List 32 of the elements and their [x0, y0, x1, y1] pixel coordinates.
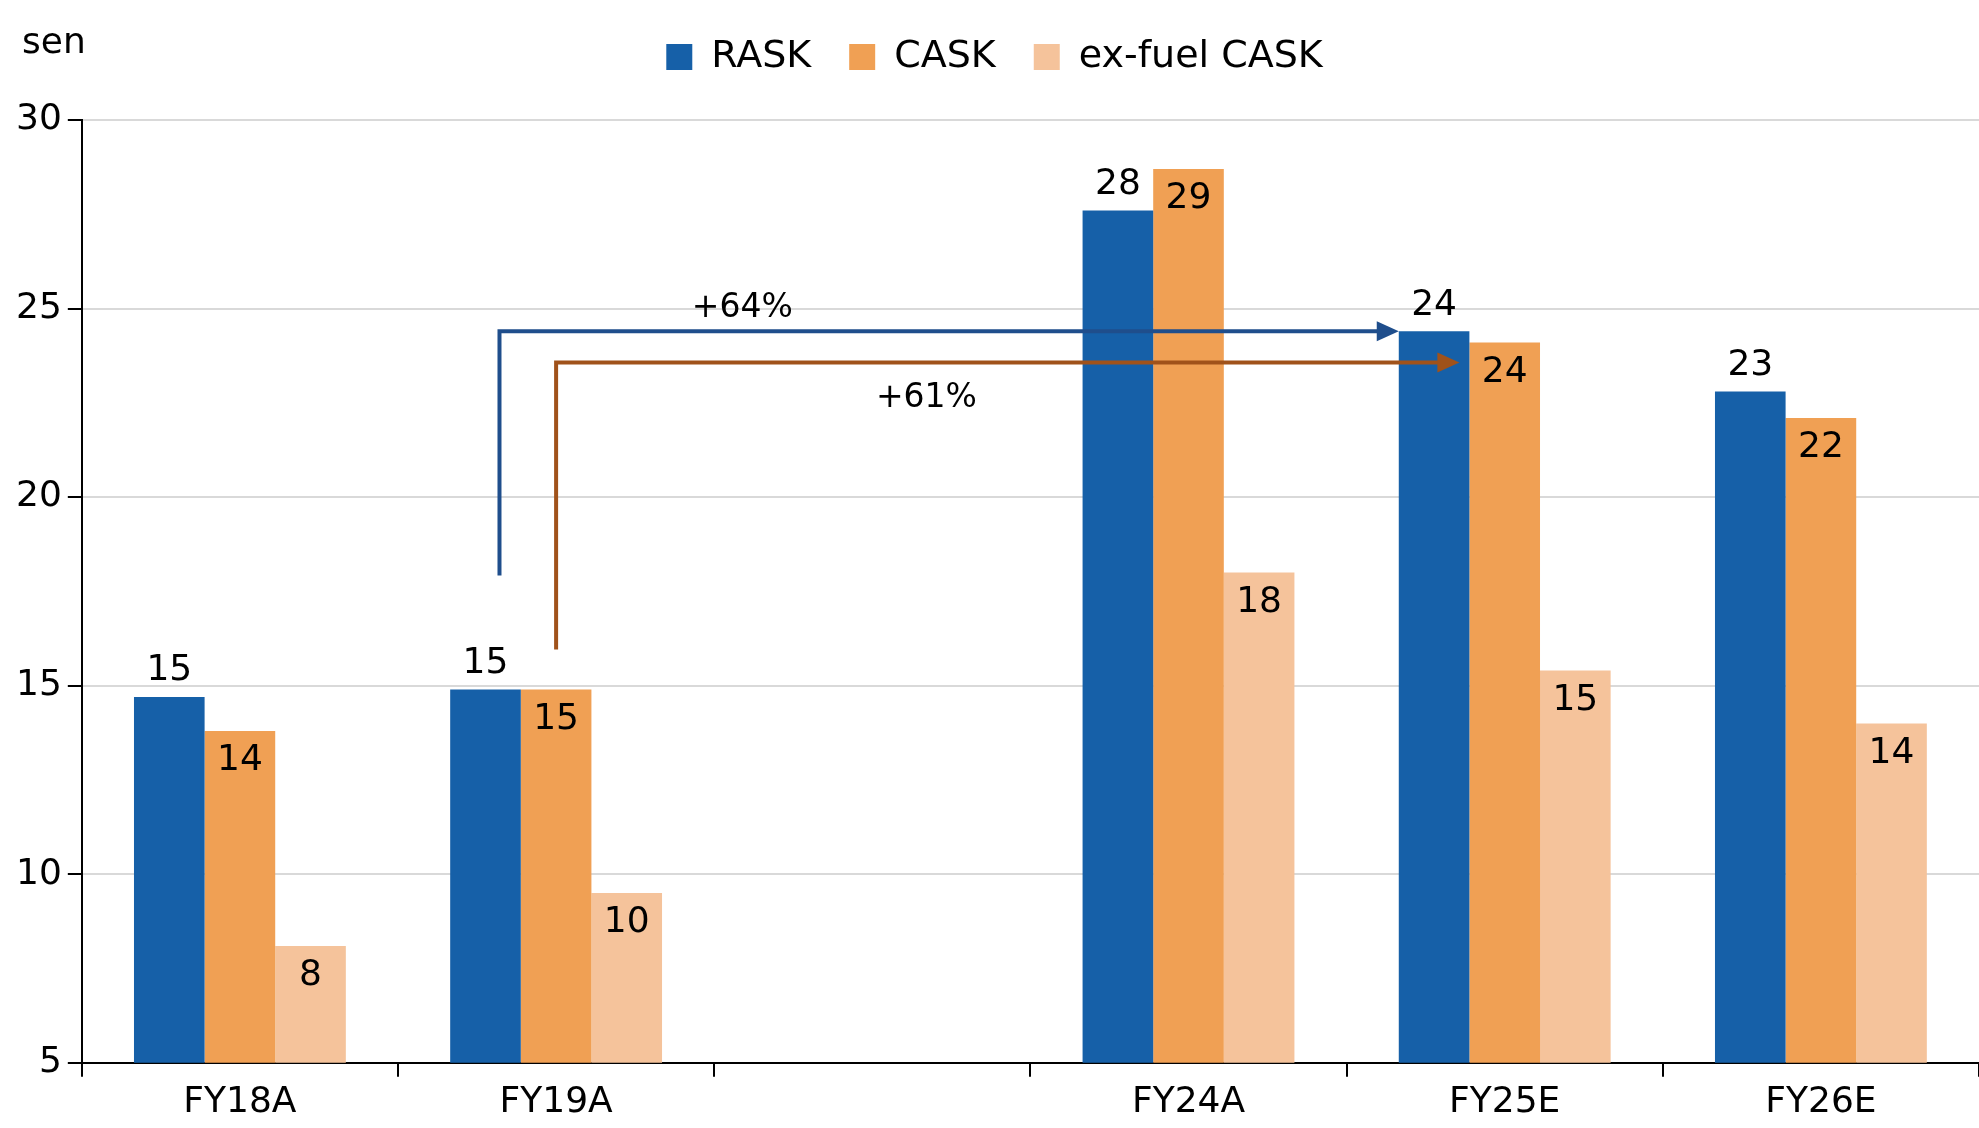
x-tick-label: FY18A	[183, 1078, 297, 1120]
data-label: 14	[217, 737, 263, 779]
data-label: 29	[1165, 175, 1212, 217]
annotation: +61%	[875, 375, 977, 415]
data-label: 8	[299, 952, 322, 994]
annotation: +64%	[691, 286, 793, 326]
data-label: 15	[146, 647, 193, 689]
y-tick-label: 20	[16, 473, 62, 515]
data-label: 22	[1797, 424, 1844, 466]
data-label: 28	[1094, 160, 1141, 202]
data-label: 23	[1727, 341, 1774, 383]
x-tick-label: FY26E	[1765, 1078, 1877, 1120]
y-tick-label: 10	[16, 850, 62, 892]
data-label: 15	[462, 639, 509, 681]
data-label: 10	[603, 899, 650, 941]
data-label: 24	[1481, 348, 1528, 390]
data-label: 15	[1552, 676, 1599, 718]
y-tick-label: 15	[16, 662, 62, 704]
data-label: 18	[1236, 578, 1283, 620]
x-tick-label: FY25E	[1449, 1078, 1561, 1120]
y-axis-title: sen	[22, 20, 86, 62]
legend-label: ex-fuel CASK	[1078, 31, 1324, 76]
legend-label: RASK	[711, 31, 813, 76]
y-tick-label: 25	[16, 284, 62, 326]
data-label: 24	[1411, 281, 1457, 323]
data-label: 15	[533, 695, 580, 737]
y-tick-label: 30	[16, 96, 62, 138]
data-label: 14	[1868, 729, 1915, 771]
x-tick-label: FY24A	[1131, 1078, 1246, 1120]
legend-label: CASK	[894, 31, 997, 76]
y-tick-label: 5	[38, 1039, 62, 1081]
x-tick-label: FY19A	[499, 1078, 614, 1120]
